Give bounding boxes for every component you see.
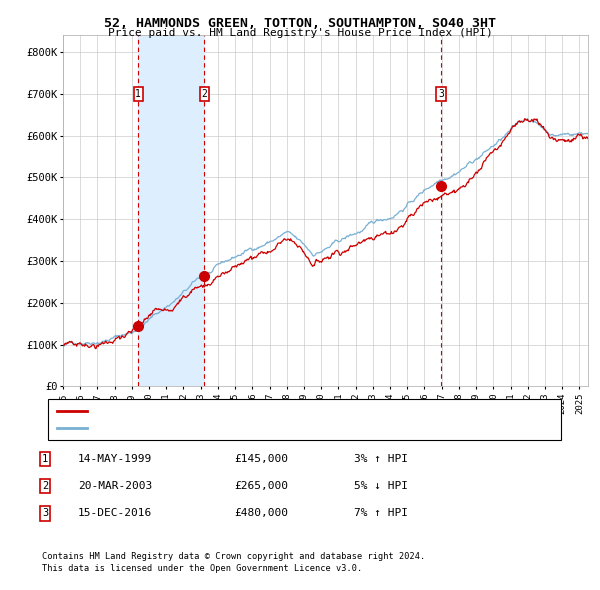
Text: £265,000: £265,000 [234,481,288,491]
Text: 2: 2 [42,481,48,491]
Text: 14-MAY-1999: 14-MAY-1999 [78,454,152,464]
Text: This data is licensed under the Open Government Licence v3.0.: This data is licensed under the Open Gov… [42,563,362,573]
Text: 52, HAMMONDS GREEN, TOTTON, SOUTHAMPTON, SO40 3HT: 52, HAMMONDS GREEN, TOTTON, SOUTHAMPTON,… [104,17,496,30]
Text: HPI: Average price, detached house, New Forest: HPI: Average price, detached house, New … [92,423,362,433]
Text: 20-MAR-2003: 20-MAR-2003 [78,481,152,491]
Text: Price paid vs. HM Land Registry's House Price Index (HPI): Price paid vs. HM Land Registry's House … [107,28,493,38]
Text: 52, HAMMONDS GREEN, TOTTON, SOUTHAMPTON, SO40 3HT (detached house): 52, HAMMONDS GREEN, TOTTON, SOUTHAMPTON,… [92,406,479,416]
Text: 2: 2 [202,89,208,99]
Text: 7% ↑ HPI: 7% ↑ HPI [354,509,408,518]
Text: £480,000: £480,000 [234,509,288,518]
Text: 3: 3 [438,89,444,99]
Text: 1: 1 [42,454,48,464]
Text: 1: 1 [135,89,141,99]
Text: 3: 3 [42,509,48,518]
Text: £145,000: £145,000 [234,454,288,464]
Text: 3% ↑ HPI: 3% ↑ HPI [354,454,408,464]
Text: 15-DEC-2016: 15-DEC-2016 [78,509,152,518]
Text: Contains HM Land Registry data © Crown copyright and database right 2024.: Contains HM Land Registry data © Crown c… [42,552,425,561]
Text: 5% ↓ HPI: 5% ↓ HPI [354,481,408,491]
Bar [138,35,205,386]
